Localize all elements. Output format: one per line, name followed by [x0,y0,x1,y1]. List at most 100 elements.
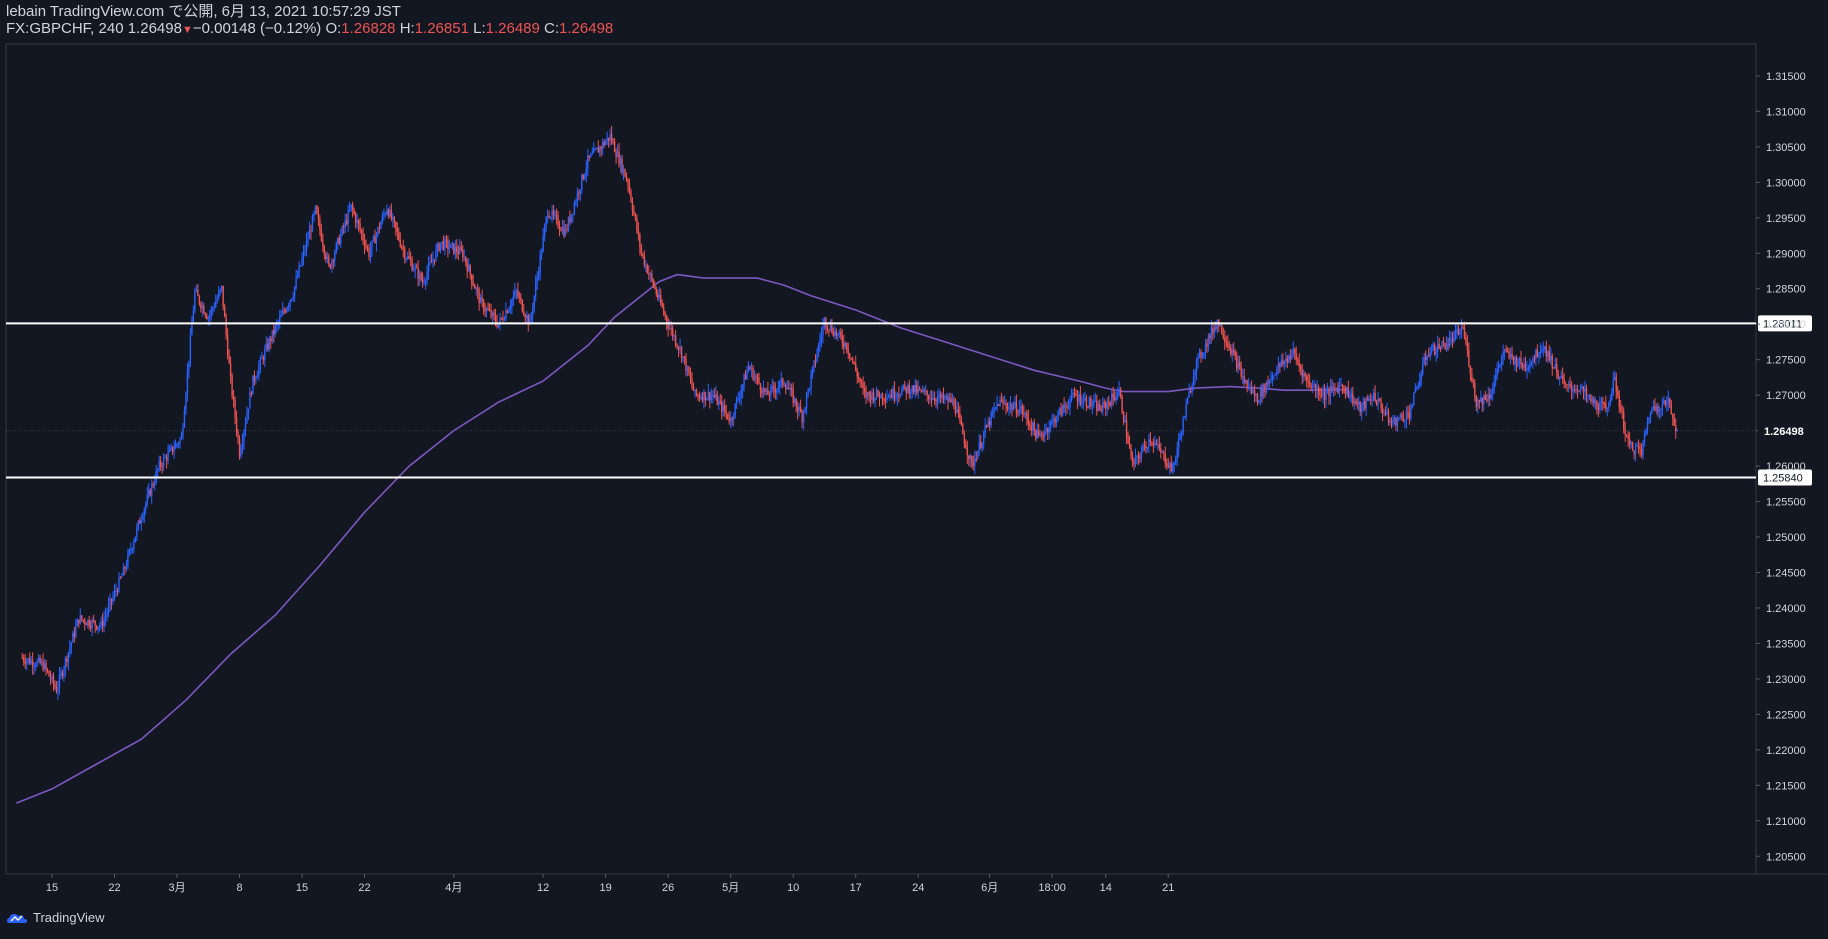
candle [1675,418,1677,439]
candle [1387,408,1390,426]
candle-body [1416,387,1418,389]
candle-body [72,633,74,643]
candle [456,239,458,259]
candle-body [1102,402,1104,412]
candle-body [576,192,579,202]
candle [82,619,84,624]
candle-body [1329,386,1332,397]
candle-body [118,577,120,592]
candle [1624,421,1626,442]
candle [913,385,915,395]
tradingview-brand[interactable]: TradingView [6,910,105,925]
time-axis[interactable]: 15 22 3月 8 15 22 4月 12 19 26 5月 10 17 24 6月 18:00 14 21 [46,874,1175,894]
candle [732,412,735,427]
candle-body [947,396,949,402]
candle [374,229,376,244]
candle [1227,335,1229,352]
candle [1669,397,1671,409]
candle-body [844,343,846,347]
level-tag-bg [1758,469,1812,486]
price-tick-label: 1.25500 [1766,497,1806,509]
candle-body [1390,420,1393,424]
candle-body [646,264,649,274]
symbol-name[interactable]: FX:GBPCHF, 240 [6,20,124,37]
candle [1032,421,1034,436]
candle-body [119,577,122,579]
candle-body [377,227,379,235]
candle-body [1527,367,1530,369]
candle [468,258,470,272]
candle [1110,389,1113,410]
candle [1672,413,1674,426]
candle-body [709,392,711,401]
candle [1515,355,1518,373]
candle [320,223,323,242]
candle-body [505,310,507,320]
candle-body [1078,394,1080,402]
candle [228,349,230,365]
candle [1346,386,1348,397]
candle [194,287,196,314]
price-tick-label: 1.28000 [1766,319,1806,331]
candle [357,219,360,232]
candle [1547,350,1549,364]
candle-body [1236,356,1238,369]
candle-body [682,356,684,358]
candle [585,160,588,183]
candle [677,345,680,358]
candle-body [1115,397,1117,401]
candle-body [1355,400,1357,403]
candle-body [798,406,800,411]
candle [383,208,385,221]
candle [319,214,321,236]
candle-body [1036,430,1038,439]
candle-body [1119,389,1122,396]
candle-body [1506,351,1509,353]
candle-body [219,289,221,292]
candle-body [494,315,497,323]
candle [1090,395,1092,410]
candle [558,220,561,237]
candle-body [1231,349,1233,355]
candle-body [31,660,34,667]
candle [933,391,936,405]
candle-body [1602,401,1604,404]
candle [709,391,711,409]
candle [1204,338,1207,360]
candle-body [1352,393,1354,404]
candle [488,303,491,312]
candle [887,393,890,399]
candle-body [450,243,452,248]
candle [30,656,32,665]
candle [1676,428,1678,432]
candle-body [34,665,37,667]
candle [901,385,903,396]
candle-body [1593,398,1595,404]
candle [453,243,455,255]
candle [712,390,714,404]
candle-body [1624,428,1626,435]
candle [838,329,841,339]
candle [615,148,617,164]
price-tick-label: 1.23000 [1766,674,1806,686]
candle [235,410,238,437]
candle-body [607,137,610,141]
candle [1369,393,1372,406]
candle [1585,384,1588,403]
candle [219,288,221,296]
candle [1014,395,1016,409]
candle [1521,362,1524,371]
candle-body [1081,403,1083,405]
candle-body [1386,410,1388,414]
candle-body [228,355,230,364]
candle-body [1422,364,1424,374]
candle [182,423,184,440]
candle-body [1027,417,1030,424]
price-axis[interactable]: 1.315001.310001.305001.300001.295001.290… [1756,71,1812,863]
candle [439,242,442,254]
candle [1177,432,1180,458]
candle [844,341,846,350]
candle [308,221,311,240]
candle [985,424,988,429]
